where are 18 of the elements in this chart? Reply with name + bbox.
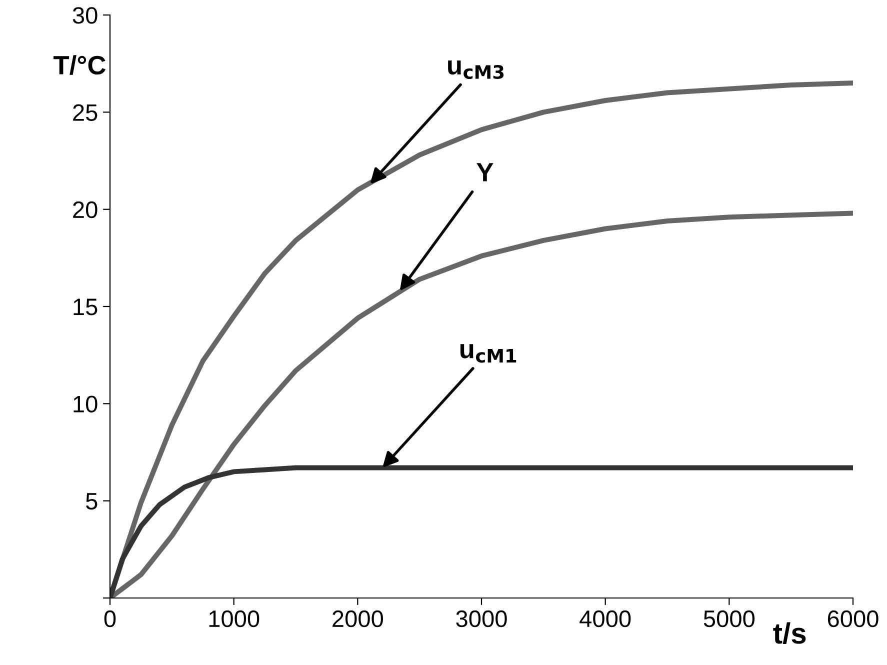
- y-tick-label: 25: [73, 104, 98, 121]
- y-tick-label: 15: [74, 298, 98, 316]
- x-tick-label: 5000: [704, 610, 755, 628]
- annotation: u$_{cM3}$: [448, 60, 504, 79]
- annotation: Y: [476, 163, 494, 182]
- y-tick-label: 30: [72, 7, 98, 24]
- y-axis-title: T/°C: [54, 55, 106, 75]
- x-tick-label: 6000: [828, 610, 878, 628]
- annotation: u$_{cM1}$: [460, 344, 516, 363]
- x-tick-label: 0: [104, 610, 116, 628]
- y-tick-label: 5: [86, 493, 98, 510]
- x-tick-label: 3000: [456, 610, 507, 628]
- x-tick-label: 4000: [580, 610, 631, 628]
- x-axis-title: t/s: [773, 622, 806, 644]
- x-tick-label: 1000: [209, 610, 260, 628]
- x-tick-label: 2000: [332, 610, 384, 628]
- y-tick-label: 20: [73, 201, 98, 218]
- y-tick-label: 10: [74, 396, 98, 412]
